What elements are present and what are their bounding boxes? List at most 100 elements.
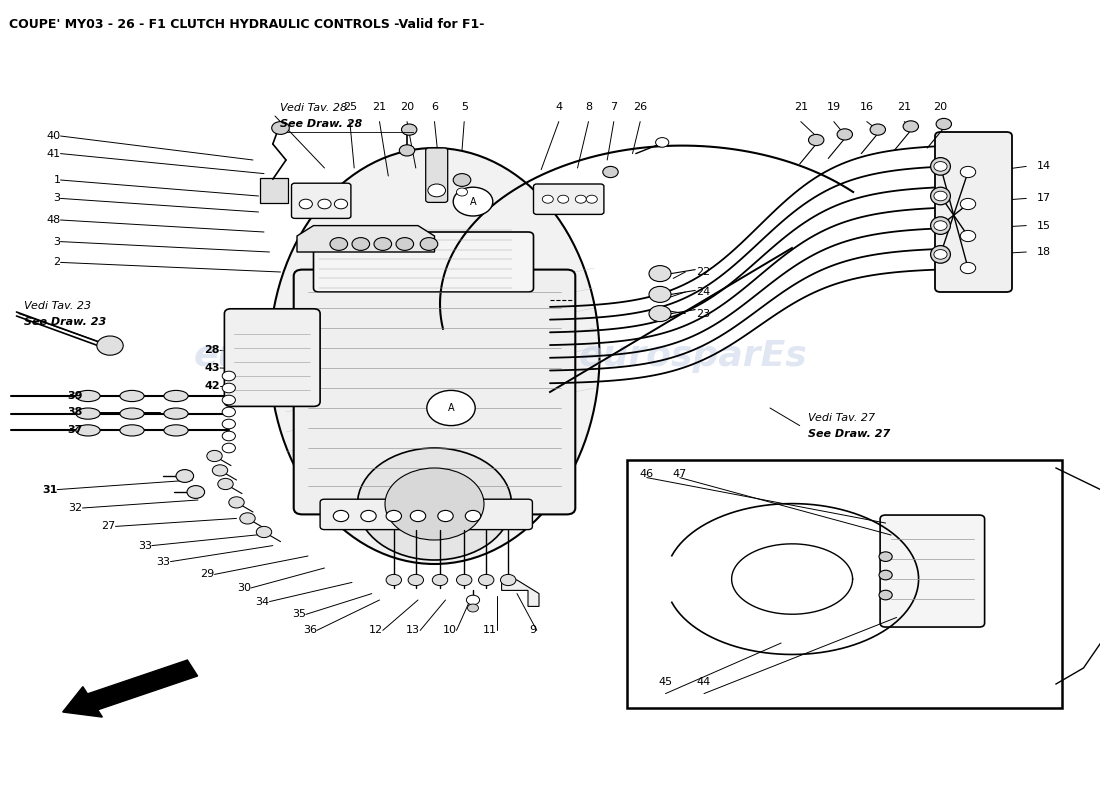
Circle shape xyxy=(427,390,475,426)
Circle shape xyxy=(934,162,947,171)
Ellipse shape xyxy=(931,246,950,263)
Circle shape xyxy=(222,407,235,417)
Circle shape xyxy=(656,138,669,147)
Circle shape xyxy=(318,199,331,209)
Ellipse shape xyxy=(164,408,188,419)
Circle shape xyxy=(386,510,402,522)
Text: 36: 36 xyxy=(302,626,317,635)
Circle shape xyxy=(879,570,892,580)
Circle shape xyxy=(558,195,569,203)
Text: 40: 40 xyxy=(46,131,60,141)
Circle shape xyxy=(361,510,376,522)
Text: 13: 13 xyxy=(406,626,420,635)
Text: 47: 47 xyxy=(673,469,686,478)
Circle shape xyxy=(218,478,233,490)
Text: A: A xyxy=(448,403,454,413)
Ellipse shape xyxy=(76,425,100,436)
FancyBboxPatch shape xyxy=(260,178,288,203)
Text: 3: 3 xyxy=(54,237,60,246)
Circle shape xyxy=(222,371,235,381)
Text: 20: 20 xyxy=(934,102,947,112)
Circle shape xyxy=(222,419,235,429)
Text: 5: 5 xyxy=(461,102,468,112)
FancyArrow shape xyxy=(63,660,198,717)
Circle shape xyxy=(410,510,426,522)
Text: 42: 42 xyxy=(205,381,220,390)
FancyBboxPatch shape xyxy=(314,232,534,292)
Text: See Draw. 28: See Draw. 28 xyxy=(280,119,363,129)
Text: 18: 18 xyxy=(1037,247,1052,257)
Ellipse shape xyxy=(120,425,144,436)
Text: Vedi Tav. 27: Vedi Tav. 27 xyxy=(808,413,876,422)
Circle shape xyxy=(960,198,976,210)
Circle shape xyxy=(649,306,671,322)
Circle shape xyxy=(428,184,446,197)
Circle shape xyxy=(374,238,392,250)
Circle shape xyxy=(207,450,222,462)
Text: 21: 21 xyxy=(373,102,386,112)
Text: 21: 21 xyxy=(794,102,807,112)
Circle shape xyxy=(500,574,516,586)
Circle shape xyxy=(222,383,235,393)
Circle shape xyxy=(432,574,448,586)
FancyBboxPatch shape xyxy=(224,309,320,406)
Text: 43: 43 xyxy=(205,363,220,373)
Circle shape xyxy=(402,124,417,135)
Circle shape xyxy=(586,195,597,203)
Circle shape xyxy=(960,230,976,242)
Text: 41: 41 xyxy=(46,149,60,158)
Text: 35: 35 xyxy=(292,610,306,619)
Circle shape xyxy=(542,195,553,203)
Text: 25: 25 xyxy=(343,102,356,112)
Circle shape xyxy=(334,199,348,209)
Text: 23: 23 xyxy=(696,309,711,318)
Circle shape xyxy=(222,431,235,441)
FancyBboxPatch shape xyxy=(627,460,1062,708)
Ellipse shape xyxy=(120,408,144,419)
Ellipse shape xyxy=(76,408,100,419)
Ellipse shape xyxy=(164,390,188,402)
Circle shape xyxy=(229,497,244,508)
Circle shape xyxy=(903,121,918,132)
Circle shape xyxy=(385,468,484,540)
Circle shape xyxy=(453,174,471,186)
Text: 26: 26 xyxy=(634,102,647,112)
Text: See Draw. 27: See Draw. 27 xyxy=(808,429,891,438)
Text: 10: 10 xyxy=(442,626,456,635)
FancyBboxPatch shape xyxy=(534,184,604,214)
Circle shape xyxy=(399,145,415,156)
Text: 6: 6 xyxy=(431,102,438,112)
FancyBboxPatch shape xyxy=(426,148,448,202)
Circle shape xyxy=(934,250,947,259)
Circle shape xyxy=(453,187,493,216)
Text: 37: 37 xyxy=(67,426,82,435)
Circle shape xyxy=(212,465,228,476)
Text: 34: 34 xyxy=(255,597,270,606)
Circle shape xyxy=(396,238,414,250)
Text: 24: 24 xyxy=(696,287,711,297)
Text: 33: 33 xyxy=(138,541,152,550)
Circle shape xyxy=(222,395,235,405)
Circle shape xyxy=(240,513,255,524)
Text: 29: 29 xyxy=(200,570,214,579)
Text: 1: 1 xyxy=(54,175,60,185)
Circle shape xyxy=(879,552,892,562)
Text: 38: 38 xyxy=(67,407,82,417)
FancyBboxPatch shape xyxy=(294,270,575,514)
Ellipse shape xyxy=(931,217,950,234)
Circle shape xyxy=(438,510,453,522)
Circle shape xyxy=(870,124,886,135)
Ellipse shape xyxy=(931,187,950,205)
Circle shape xyxy=(478,574,494,586)
Circle shape xyxy=(420,238,438,250)
Ellipse shape xyxy=(76,390,100,402)
Ellipse shape xyxy=(931,158,950,175)
FancyBboxPatch shape xyxy=(880,515,984,627)
Text: 14: 14 xyxy=(1037,162,1052,171)
Circle shape xyxy=(272,122,289,134)
Text: 31: 31 xyxy=(42,485,57,494)
Circle shape xyxy=(649,286,671,302)
Text: 45: 45 xyxy=(659,677,672,686)
Circle shape xyxy=(934,221,947,230)
Text: 11: 11 xyxy=(483,626,497,635)
